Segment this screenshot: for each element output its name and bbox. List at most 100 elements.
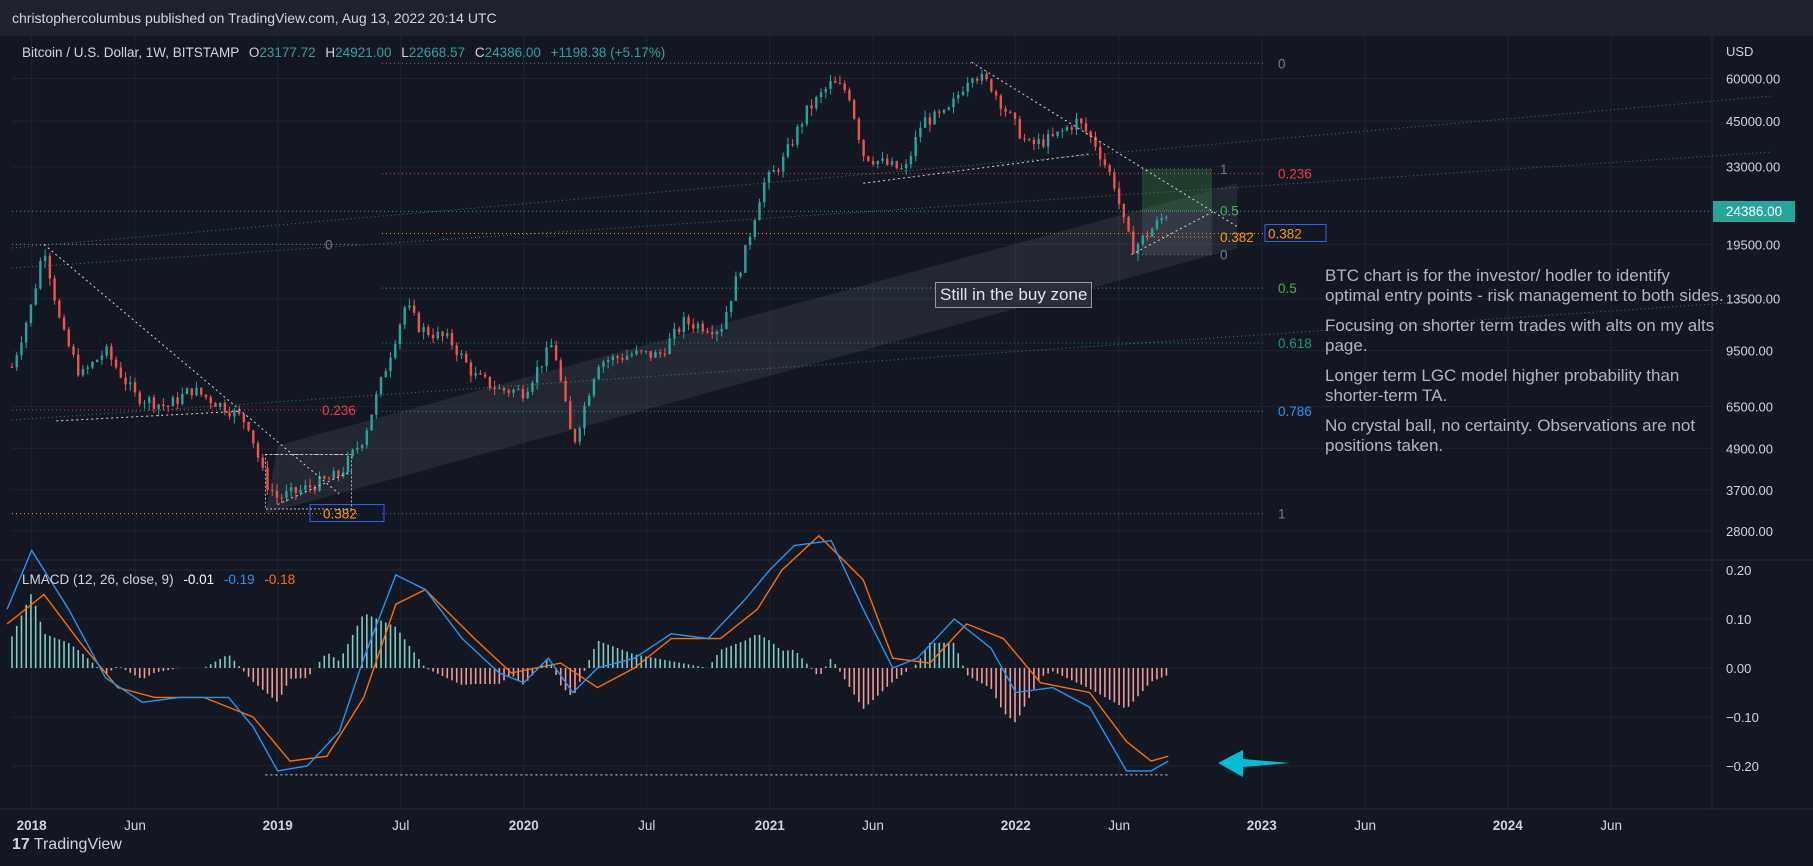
candle-body: [450, 333, 454, 346]
candle-body: [327, 478, 331, 480]
candle-body: [966, 82, 969, 92]
time-tick-label: Jun: [124, 818, 146, 833]
candle-body: [644, 351, 648, 353]
candle-body: [24, 322, 28, 343]
open-value: 23177.72: [259, 45, 316, 60]
candle-body: [29, 304, 33, 323]
candle-body: [408, 305, 411, 308]
candle-body: [1127, 217, 1130, 232]
candle-body: [81, 368, 85, 376]
candle-body: [999, 95, 1003, 109]
fib-2018-label: 0: [325, 237, 333, 252]
note-4: No crystal ball, no certainty. Observati…: [1325, 416, 1696, 455]
fib-label: 0: [1278, 56, 1286, 71]
macd-tick-label: 0.20: [1726, 563, 1751, 578]
high-value: 24921.00: [335, 45, 392, 60]
macd-tick-label: −0.20: [1726, 759, 1759, 774]
candle-body: [346, 455, 350, 473]
candle-body: [748, 236, 752, 245]
candle-body: [592, 378, 596, 396]
macd-tick-label: 0.00: [1726, 661, 1751, 676]
candle-body: [133, 382, 137, 393]
candle-body: [942, 109, 946, 113]
fib-2018-label: 0.382: [323, 507, 357, 522]
candle-body: [938, 111, 941, 113]
candle-body: [431, 334, 435, 339]
candle-body: [318, 476, 321, 491]
footer-bar: 17 TradingView: [0, 826, 1813, 866]
candle-body: [502, 387, 506, 391]
candle-body: [323, 476, 326, 479]
candle-body: [597, 366, 600, 379]
candle-body: [1027, 139, 1031, 141]
candle-body: [919, 127, 922, 137]
candle-body: [129, 382, 132, 385]
trend-channel: [11, 95, 1773, 514]
candle-body: [266, 467, 269, 490]
candle-body: [124, 377, 127, 385]
candle-body: [890, 161, 894, 165]
candle-body: [800, 124, 804, 127]
wedge-box: [265, 454, 352, 510]
candle-body: [1165, 217, 1168, 219]
candle-body: [427, 327, 430, 335]
symbol-name[interactable]: Bitcoin / U.S. Dollar, 1W, BITSTAMP: [22, 45, 240, 60]
tradingview-logo-icon: 17: [12, 836, 30, 853]
fib-label: 0.382: [1268, 226, 1302, 241]
candle-body: [488, 376, 492, 388]
candle-body: [815, 97, 818, 109]
candle-body: [829, 81, 832, 89]
candle-body: [389, 357, 392, 372]
candle-body: [332, 470, 335, 479]
candle-body: [772, 170, 775, 173]
candle-body: [469, 362, 473, 376]
candle-body: [441, 331, 444, 337]
buy-zone-callout[interactable]: Still in the buy zone: [935, 282, 1093, 308]
macd-line-value: -0.19: [223, 572, 255, 587]
candle-body: [559, 360, 563, 381]
candle-body: [876, 160, 880, 165]
candle-body: [261, 457, 264, 468]
candle-body: [994, 91, 998, 96]
candle-body: [86, 367, 89, 369]
candle-body: [786, 144, 790, 157]
candle-body: [20, 342, 23, 356]
candle-body: [1061, 130, 1064, 132]
candle-body: [308, 485, 312, 488]
candle-body: [218, 402, 222, 407]
candle-body: [1089, 131, 1092, 137]
downtrend-2021-line: [971, 61, 1238, 228]
fib-label: 0.786: [1278, 404, 1312, 419]
tradingview-brand[interactable]: 17 TradingView: [12, 836, 122, 854]
candle-body: [578, 428, 581, 442]
candle-body: [696, 323, 700, 329]
candle-body: [1056, 131, 1059, 136]
candle-body: [677, 328, 681, 333]
candle-body: [957, 94, 960, 99]
candle-body: [796, 126, 799, 145]
candle-body: [67, 329, 70, 347]
candle-body: [285, 491, 288, 498]
candle-body: [351, 449, 354, 456]
price-tick-label: 19500.00: [1726, 237, 1780, 252]
candle-body: [119, 367, 123, 378]
price-tick-label: 33000.00: [1726, 160, 1780, 175]
local-uptrend-line: [1131, 211, 1213, 256]
candle-body: [744, 244, 747, 273]
candle-body: [781, 156, 785, 172]
macd-name[interactable]: LMACD (12, 26, close, 9): [22, 572, 174, 587]
candle-body: [1004, 108, 1007, 112]
candle-body: [611, 356, 615, 361]
candle-body: [1155, 220, 1159, 229]
candle-body: [185, 388, 189, 394]
candle-body: [654, 352, 657, 358]
candle-body: [606, 360, 610, 362]
candle-body: [583, 405, 586, 429]
neckline-2021-line: [863, 153, 1090, 184]
candle-body: [871, 160, 875, 165]
candle-body: [200, 387, 203, 395]
candle-body: [1141, 235, 1144, 245]
note-3: Longer term LGC model higher probability…: [1325, 366, 1680, 405]
local-fib-grey-zone: [1142, 210, 1212, 255]
